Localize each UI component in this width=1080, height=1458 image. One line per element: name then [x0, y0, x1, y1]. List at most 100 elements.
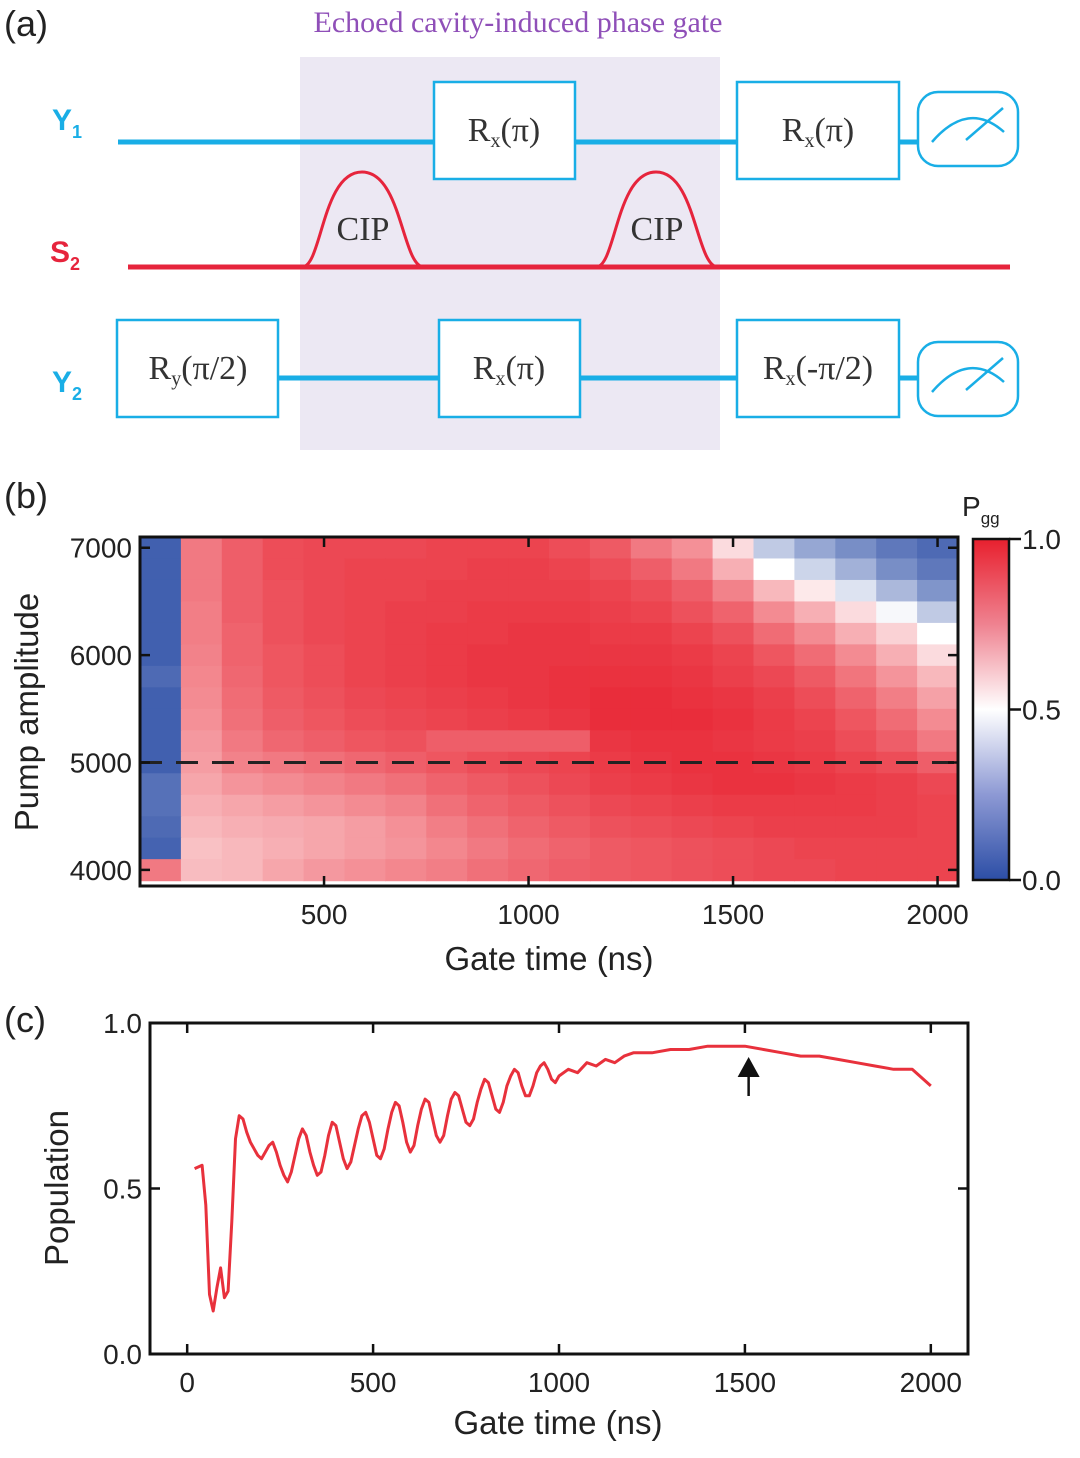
heatmap-cell — [426, 859, 468, 882]
heatmap-cell — [426, 794, 468, 817]
heatmap-cell — [589, 644, 632, 667]
heatmap-cell — [180, 751, 223, 774]
heatmap-cell — [712, 730, 755, 753]
heatmap-cell — [917, 601, 959, 624]
heatmap-cell — [549, 794, 591, 817]
heatmap-cell — [671, 644, 714, 667]
wire-label-s2: S2 — [50, 236, 80, 274]
heatmap-cell — [794, 558, 836, 581]
heatmap-cell — [753, 622, 795, 645]
heatmap-cell — [876, 665, 918, 688]
heatmap-cell — [917, 773, 959, 796]
heatmap-cell — [589, 773, 632, 796]
heatmap-cell — [753, 859, 795, 882]
heatmap-cell — [549, 816, 591, 839]
heatmap-cell — [589, 558, 632, 581]
heatmap-cell — [835, 859, 877, 882]
heatmap-cell — [671, 579, 714, 603]
heatmap-cell — [344, 773, 386, 796]
heatmap-cell — [630, 837, 673, 860]
heatmap-cell — [385, 665, 427, 688]
x-tick-label: 1000 — [528, 1367, 590, 1398]
heatmap-cell — [385, 537, 427, 560]
heatmap-cell — [549, 751, 591, 774]
heatmap-cell — [180, 644, 223, 667]
heatmap-cell — [180, 558, 223, 581]
heatmap-cell — [671, 558, 714, 581]
heatmap-cell — [180, 708, 223, 731]
heatmap-y-axis-title: Pump amplitude — [8, 593, 45, 831]
x-tick-label: 1500 — [702, 899, 764, 930]
heatmap-cell — [221, 537, 264, 560]
heatmap-cell — [589, 622, 632, 645]
gate-y2-ry-pi-half: Ry(π/2) — [115, 318, 280, 419]
svg-text:Rx(π): Rx(π) — [468, 112, 541, 152]
heatmap-cell — [262, 601, 305, 624]
heatmap-cell — [712, 816, 755, 839]
heatmap-cell — [467, 601, 509, 624]
heatmap-cell — [344, 665, 386, 688]
heatmap-cell — [508, 816, 550, 839]
svg-text:Rx(π): Rx(π) — [473, 350, 546, 390]
gate-y1-rx-pi-2: Rx(π) — [735, 80, 901, 181]
heatmap-cell — [712, 708, 755, 731]
heatmap-cell — [303, 837, 346, 860]
heatmap-cell — [549, 708, 591, 731]
y-tick-label: 4000 — [70, 855, 132, 886]
heatmap-cell — [630, 687, 673, 710]
heatmap-cell — [303, 579, 346, 603]
heatmap-cell — [262, 665, 305, 688]
heatmap-cell — [876, 601, 918, 624]
heatmap-cell — [467, 773, 509, 796]
heatmap-cell — [180, 687, 223, 710]
heatmap-cell — [712, 859, 755, 882]
heatmap-cell — [385, 730, 427, 753]
heatmap-cell — [467, 665, 509, 688]
heatmap-cell — [344, 601, 386, 624]
heatmap-cell — [549, 773, 591, 796]
population-series-line — [193, 1044, 932, 1313]
x-tick-label: 1500 — [714, 1367, 776, 1398]
heatmap-cell — [835, 794, 877, 817]
heatmap-x-axis-title: Gate time (ns) — [444, 940, 653, 977]
heatmap-cell — [835, 773, 877, 796]
heatmap-cell — [835, 751, 877, 774]
x-tick-label: 1000 — [497, 899, 559, 930]
cip-label-2: CIP — [631, 211, 684, 248]
heatmap-cell — [140, 622, 182, 645]
heatmap-cell — [712, 579, 755, 603]
heatmap-cell — [303, 708, 346, 731]
panel-label-c: (c) — [4, 999, 46, 1040]
heatmap-cell — [508, 537, 550, 560]
gate-y2-rx-pi: Rx(π) — [437, 318, 582, 419]
heatmap-cell — [221, 773, 264, 796]
heatmap-cell — [180, 622, 223, 645]
heatmap-cell — [753, 730, 795, 753]
heatmap-cell — [794, 816, 836, 839]
heatmap-cell — [876, 708, 918, 731]
heatmap-cell — [917, 622, 959, 645]
heatmap-cell — [303, 558, 346, 581]
heatmap-cell — [180, 773, 223, 796]
heatmap-cell — [876, 837, 918, 860]
heatmap-cell — [426, 730, 468, 753]
heatmap-cell — [467, 579, 509, 603]
heatmap-cell — [876, 537, 918, 560]
heatmap-cell — [467, 644, 509, 667]
heatmap-cell — [671, 773, 714, 796]
cip-pulse-2 — [595, 170, 719, 269]
heatmap-cell — [221, 859, 264, 882]
heatmap-cell — [262, 794, 305, 817]
x-tick-label: 2000 — [900, 1367, 962, 1398]
heatmap-cell — [344, 622, 386, 645]
heatmap-cell — [262, 730, 305, 753]
heatmap-cell — [508, 601, 550, 624]
x-tick-label: 2000 — [906, 899, 968, 930]
heatmap-cell — [589, 730, 632, 753]
y-tick-label: 0.0 — [103, 1339, 142, 1370]
heatmap-cell — [753, 579, 795, 603]
heatmap-cell — [140, 708, 182, 731]
heatmap-cell — [917, 816, 959, 839]
heatmap-cell — [221, 665, 264, 688]
panel-label-a: (a) — [4, 3, 48, 44]
